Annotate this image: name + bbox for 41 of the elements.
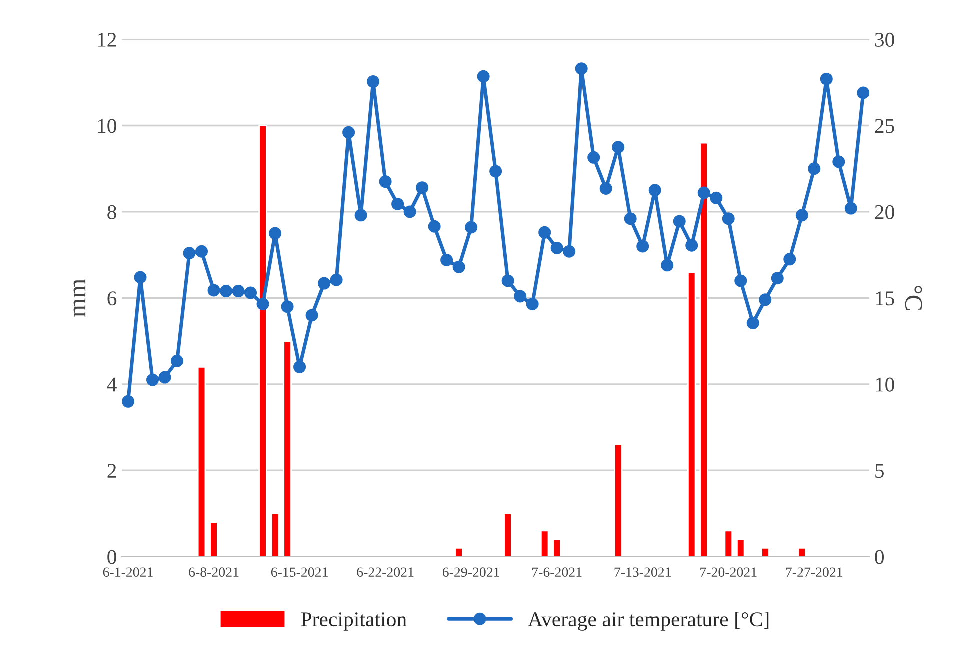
y-tick-label: 6 bbox=[108, 292, 117, 306]
bar bbox=[761, 548, 770, 557]
bar bbox=[283, 340, 292, 557]
y2-tick-label: 5 bbox=[876, 464, 884, 478]
bar bbox=[504, 513, 512, 557]
y-tick-label: 0 bbox=[108, 550, 116, 564]
bar bbox=[724, 530, 733, 557]
y-tick-label: 10 bbox=[98, 119, 116, 134]
bar bbox=[736, 538, 746, 557]
x-tick-label: 6-8-2021 bbox=[189, 568, 239, 578]
x-tick-label: 7-20-2021 bbox=[700, 568, 757, 578]
x-tick-label: 7-13-2021 bbox=[614, 568, 671, 578]
y2-tick-label: 15 bbox=[876, 292, 894, 306]
y2-tick-label: 0 bbox=[875, 550, 884, 564]
x-tick-label: 6-1-2021 bbox=[103, 568, 153, 578]
bar bbox=[798, 548, 807, 557]
y2-tick-label: 10 bbox=[876, 378, 894, 392]
bar bbox=[270, 513, 280, 557]
y2-axis-title: °C bbox=[905, 286, 922, 310]
bar bbox=[210, 522, 218, 557]
x-tick-label: 7-27-2021 bbox=[786, 568, 842, 578]
y-tick-label: 2 bbox=[108, 464, 116, 478]
x-tick-label: 6-22-2021 bbox=[357, 568, 414, 578]
y-tick-label: 12 bbox=[98, 32, 116, 47]
y2-tick-label: 20 bbox=[875, 205, 894, 220]
y2-tick-label: 30 bbox=[875, 32, 894, 47]
x-tick-label: 6-29-2021 bbox=[442, 568, 500, 578]
y2-tick-label: 25 bbox=[875, 119, 894, 134]
legend-label: Precipitation bbox=[301, 612, 407, 631]
y-tick-label: 8 bbox=[108, 205, 116, 220]
x-tick-label: 7-6-2021 bbox=[532, 568, 582, 578]
x-tick-label: 6-15-2021 bbox=[271, 568, 328, 578]
bar bbox=[197, 366, 206, 557]
y-axis-title: mm bbox=[74, 279, 86, 318]
bar bbox=[552, 538, 562, 557]
bar bbox=[687, 272, 696, 557]
y-tick-label: 4 bbox=[107, 378, 117, 392]
bar bbox=[614, 444, 623, 557]
bar bbox=[454, 548, 464, 557]
legend-label: Average air temperature [°C] bbox=[528, 612, 769, 631]
bar bbox=[540, 530, 550, 557]
